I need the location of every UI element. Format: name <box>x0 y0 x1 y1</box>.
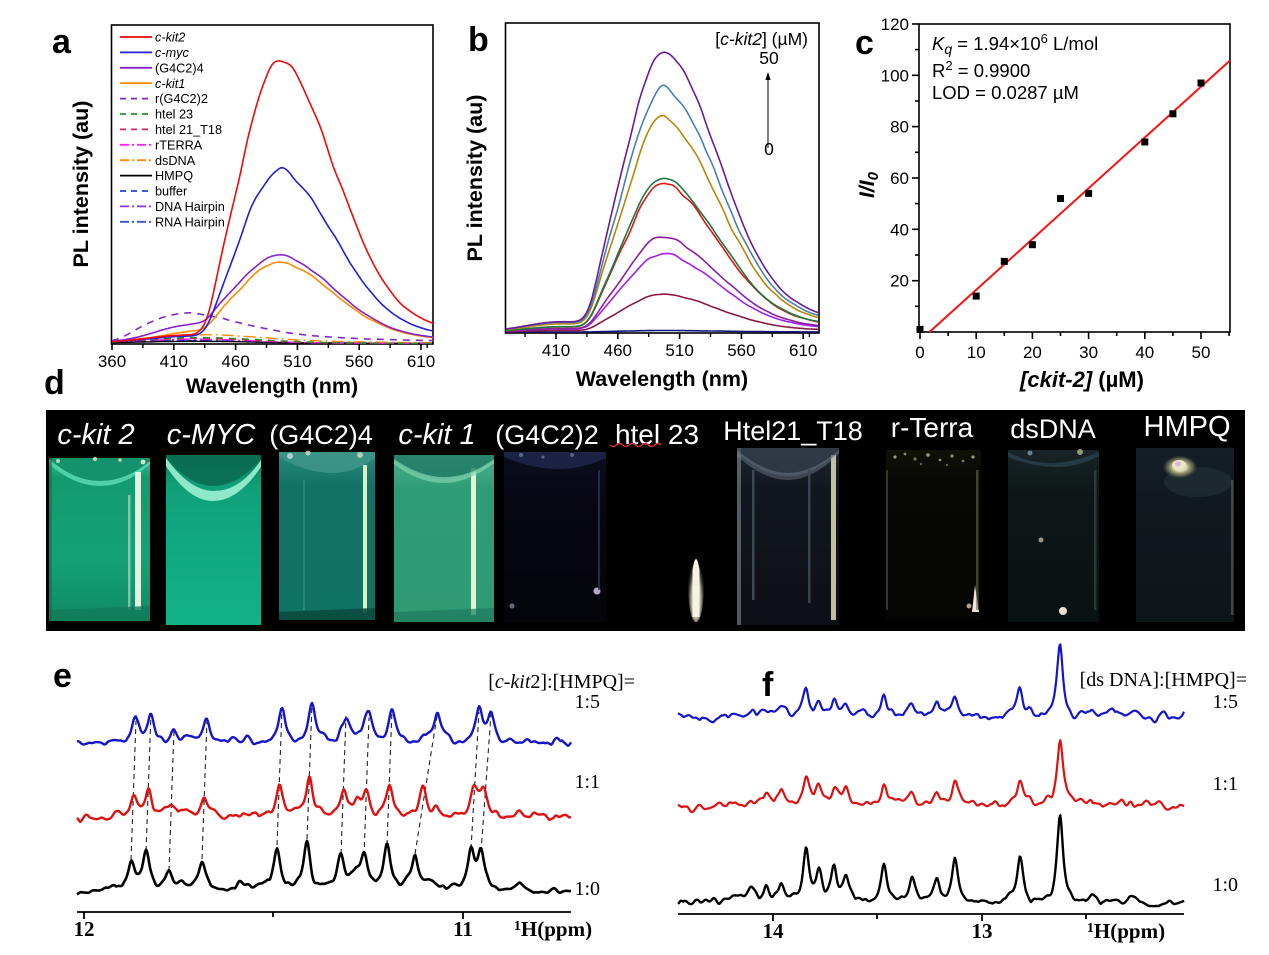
svg-text:Wavelength (nm): Wavelength (nm) <box>576 367 748 391</box>
svg-text:d: d <box>44 364 65 402</box>
svg-text:610: 610 <box>407 352 435 371</box>
svg-text:460: 460 <box>604 341 632 360</box>
svg-text:PL intensity (au): PL intensity (au) <box>69 101 93 268</box>
svg-text:1H(ppm): 1H(ppm) <box>1087 919 1165 943</box>
svg-text:dsDNA: dsDNA <box>1010 414 1096 444</box>
svg-text:510: 510 <box>665 341 693 360</box>
svg-text:50: 50 <box>1192 343 1211 362</box>
svg-text:510: 510 <box>283 352 311 371</box>
svg-text:410: 410 <box>542 341 570 360</box>
svg-text:11: 11 <box>453 917 473 941</box>
svg-text:DNA Hairpin: DNA Hairpin <box>155 200 225 214</box>
svg-text:e: e <box>53 657 72 695</box>
svg-text:[ds DNA]:[HMPQ]=: [ds DNA]:[HMPQ]= <box>1080 669 1247 691</box>
svg-text:LOD = 0.0287 µM: LOD = 0.0287 µM <box>932 82 1079 103</box>
svg-text:R2 = 0.9900: R2 = 0.9900 <box>932 58 1030 81</box>
svg-text:[c-kit2]:[HMPQ]=: [c-kit2]:[HMPQ]= <box>488 671 635 693</box>
svg-text:60: 60 <box>890 169 909 188</box>
svg-text:50: 50 <box>759 48 779 68</box>
svg-text:PL intensity (au): PL intensity (au) <box>463 95 487 262</box>
svg-text:40: 40 <box>1135 343 1154 362</box>
svg-text:1H(ppm): 1H(ppm) <box>514 917 592 941</box>
svg-text:1:5: 1:5 <box>574 691 600 713</box>
svg-text:360: 360 <box>98 352 126 371</box>
svg-text:0: 0 <box>915 343 924 362</box>
svg-text:560: 560 <box>345 352 373 371</box>
svg-text:120: 120 <box>881 15 909 34</box>
svg-text:12: 12 <box>74 917 95 941</box>
svg-text:RNA Hairpin: RNA Hairpin <box>155 215 225 229</box>
svg-text:10: 10 <box>967 343 986 362</box>
svg-text:1:0: 1:0 <box>574 878 600 900</box>
svg-text:buffer: buffer <box>155 185 188 199</box>
svg-text:[ckit-2] (µM): [ckit-2] (µM) <box>1019 367 1144 392</box>
svg-text:410: 410 <box>160 352 188 371</box>
svg-text:1:5: 1:5 <box>1212 691 1238 713</box>
svg-text:b: b <box>468 21 489 59</box>
svg-text:c-kit2: c-kit2 <box>155 31 185 45</box>
svg-text:Htel21_T18: Htel21_T18 <box>723 416 863 446</box>
svg-text:a: a <box>52 23 72 61</box>
svg-text:14: 14 <box>763 919 785 943</box>
svg-text:c: c <box>855 24 874 62</box>
svg-text:560: 560 <box>727 341 755 360</box>
svg-text:r(G4C2)2: r(G4C2)2 <box>155 92 208 106</box>
svg-text:30: 30 <box>1079 343 1098 362</box>
svg-text:1:1: 1:1 <box>574 771 600 793</box>
svg-text:HMPQ: HMPQ <box>1144 411 1231 443</box>
svg-text:80: 80 <box>890 118 909 137</box>
svg-text:Wavelength (nm): Wavelength (nm) <box>186 374 358 398</box>
svg-text:(G4C2)2: (G4C2)2 <box>495 420 599 450</box>
svg-text:c-kit 1: c-kit 1 <box>398 419 475 451</box>
svg-text:htel 23: htel 23 <box>155 108 193 122</box>
svg-text:610: 610 <box>789 341 817 360</box>
svg-text:dsDNA: dsDNA <box>155 154 196 168</box>
svg-text:c-kit1: c-kit1 <box>155 77 185 91</box>
svg-text:f: f <box>762 666 774 704</box>
svg-text:20: 20 <box>890 272 909 291</box>
svg-text:c-myc: c-myc <box>155 46 189 60</box>
svg-text:[c-kit2] (µM): [c-kit2] (µM) <box>715 29 808 49</box>
svg-text:r-Terra: r-Terra <box>891 412 974 443</box>
svg-text:c-MYC: c-MYC <box>167 419 257 451</box>
svg-text:c-kit 2: c-kit 2 <box>57 419 134 451</box>
svg-text:0: 0 <box>764 139 774 159</box>
svg-text:(G4C2)4: (G4C2)4 <box>269 420 373 450</box>
svg-text:13: 13 <box>972 919 993 943</box>
svg-text:rTERRA: rTERRA <box>155 138 203 152</box>
svg-text:1:0: 1:0 <box>1212 874 1238 896</box>
svg-text:40: 40 <box>890 220 909 239</box>
svg-text:Kq = 1.94×106 L/mol: Kq = 1.94×106 L/mol <box>932 31 1098 57</box>
svg-text:100: 100 <box>881 66 909 85</box>
svg-text:htel 21_T18: htel 21_T18 <box>155 123 222 137</box>
svg-text:HMPQ: HMPQ <box>155 169 193 183</box>
svg-text:20: 20 <box>1023 343 1042 362</box>
svg-text:1:1: 1:1 <box>1212 773 1238 795</box>
svg-text:(G4C2)4: (G4C2)4 <box>155 61 204 75</box>
svg-text:460: 460 <box>221 352 249 371</box>
